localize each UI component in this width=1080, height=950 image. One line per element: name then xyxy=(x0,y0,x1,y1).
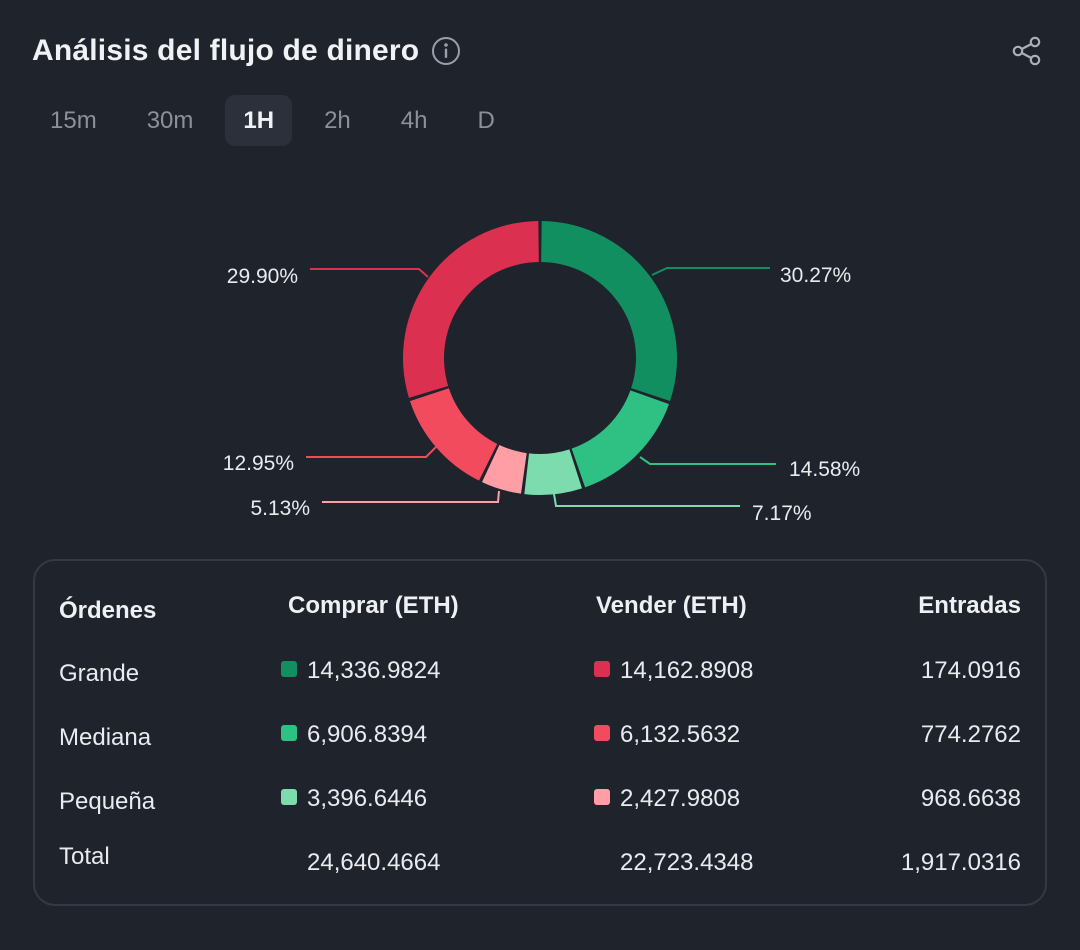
inflow-total-value: 1,917.0316 xyxy=(900,849,1021,876)
buy-total-value: 24,640.4664 xyxy=(307,849,441,876)
sell-small-amount: 2,427.9808 xyxy=(620,785,741,812)
slice-percent-label: 29.90% xyxy=(227,265,298,288)
money-flow-table: Órdenes Comprar (ETH) Vender (ETH) Entra… xyxy=(33,559,1047,906)
row-label-small: Pequeña xyxy=(59,788,156,815)
sell-medium-amount: 6,132.5632 xyxy=(620,721,741,748)
buy-small-value: 3,396.6446 xyxy=(281,785,427,813)
header-buy: Comprar (ETH) xyxy=(288,592,459,619)
buy-medium-swatch xyxy=(281,724,297,741)
tab-2h[interactable]: 2h xyxy=(324,106,351,134)
header-orders: Órdenes xyxy=(59,597,157,624)
sell-medium-swatch xyxy=(594,724,610,741)
sell-large-swatch xyxy=(594,660,610,677)
tab-30m[interactable]: 30m xyxy=(146,106,194,134)
slice-percent-label: 12.95% xyxy=(223,452,294,475)
row-label-large: Grande xyxy=(59,660,140,687)
sell-large-amount: 14,162.8908 xyxy=(620,657,754,684)
timeframe-tabs: 15m 30m 1H 2h 4h D xyxy=(32,95,513,146)
slice-leader-line xyxy=(651,267,770,276)
inflow-medium-value: 774.2762 xyxy=(920,721,1021,748)
donut-slice[interactable] xyxy=(524,449,582,496)
money-flow-donut-chart: 30.27% 14.58% 7.17% 5.13% 12.95% 29.90% xyxy=(223,221,860,525)
page-title: Análisis del flujo de dinero xyxy=(32,34,420,67)
donut-slice[interactable] xyxy=(571,390,670,488)
info-icon[interactable] xyxy=(431,36,461,66)
slice-percent-label: 5.13% xyxy=(250,497,310,520)
sell-total-value: 22,723.4348 xyxy=(620,849,754,876)
buy-large-swatch xyxy=(281,660,297,677)
tab-d[interactable]: D xyxy=(477,106,495,134)
inflow-large-value: 174.0916 xyxy=(920,657,1021,684)
header-sell: Vender (ETH) xyxy=(596,592,747,619)
slice-leader-line xyxy=(553,493,740,507)
sell-large-value: 14,162.8908 xyxy=(594,657,753,685)
slice-leader-line xyxy=(310,268,429,278)
donut-slice[interactable] xyxy=(403,221,539,398)
sell-small-swatch xyxy=(594,788,610,805)
tab-4h[interactable]: 4h xyxy=(400,106,428,134)
row-label-medium: Mediana xyxy=(59,724,152,751)
slice-leader-line xyxy=(306,446,437,458)
tab-15m[interactable]: 15m xyxy=(50,106,97,134)
buy-medium-value: 6,906.8394 xyxy=(281,721,427,749)
slice-percent-label: 30.27% xyxy=(780,264,851,287)
inflow-small-value: 968.6638 xyxy=(920,785,1021,812)
donut-slice[interactable] xyxy=(541,221,677,401)
slice-leader-line xyxy=(322,490,500,503)
slice-leader-line xyxy=(639,456,776,465)
tab-1h[interactable]: 1H xyxy=(225,95,293,146)
buy-small-amount: 3,396.6446 xyxy=(307,785,428,812)
donut-slice[interactable] xyxy=(482,444,527,494)
sell-small-value: 2,427.9808 xyxy=(594,785,740,813)
share-icon[interactable] xyxy=(1010,34,1044,68)
buy-large-amount: 14,336.9824 xyxy=(307,657,441,684)
buy-small-swatch xyxy=(281,788,297,805)
slice-percent-label: 14.58% xyxy=(789,458,860,481)
buy-medium-amount: 6,906.8394 xyxy=(307,721,428,748)
buy-large-value: 14,336.9824 xyxy=(281,657,440,685)
row-label-total: Total xyxy=(59,843,110,870)
sell-medium-value: 6,132.5632 xyxy=(594,721,740,749)
header-inflow: Entradas xyxy=(918,592,1021,619)
donut-slice[interactable] xyxy=(409,388,498,481)
slice-percent-label: 7.17% xyxy=(752,502,812,525)
header: Análisis del flujo de dinero xyxy=(32,28,461,74)
